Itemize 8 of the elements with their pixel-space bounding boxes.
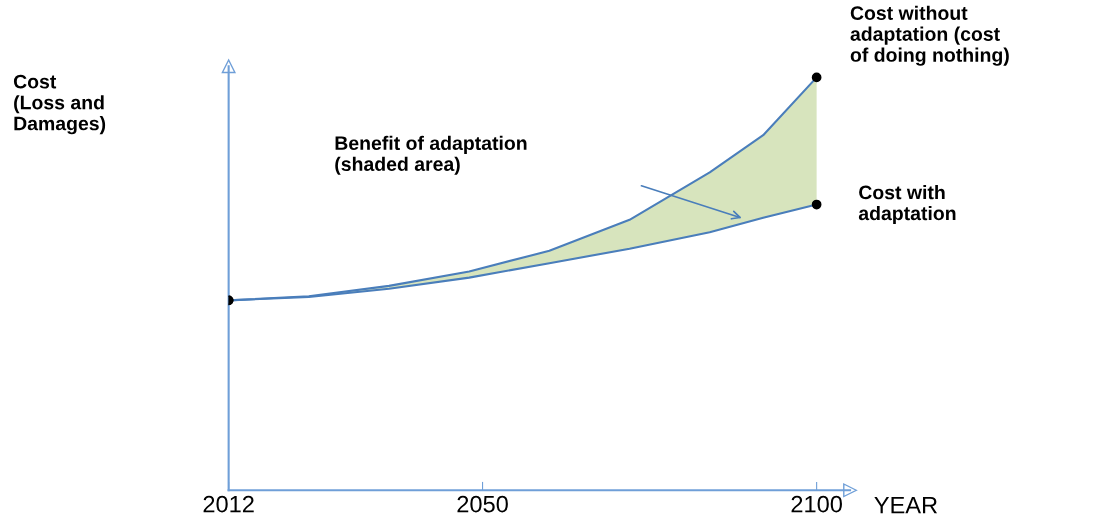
series-label: Cost without adaptation (cost of doing nothing) xyxy=(850,5,1009,66)
series-label: Cost with adaptation xyxy=(858,185,956,225)
x-axis-title: YEAR xyxy=(874,497,938,514)
x-tick-label: 2050 xyxy=(457,495,508,513)
annotation: Benefit of adaptation (shaded area) xyxy=(335,135,527,175)
text: Cost (Loss and Damages) xyxy=(13,74,106,135)
x-tick-label: 2100 xyxy=(791,495,842,513)
x-tick-label: 2012 xyxy=(203,495,254,513)
